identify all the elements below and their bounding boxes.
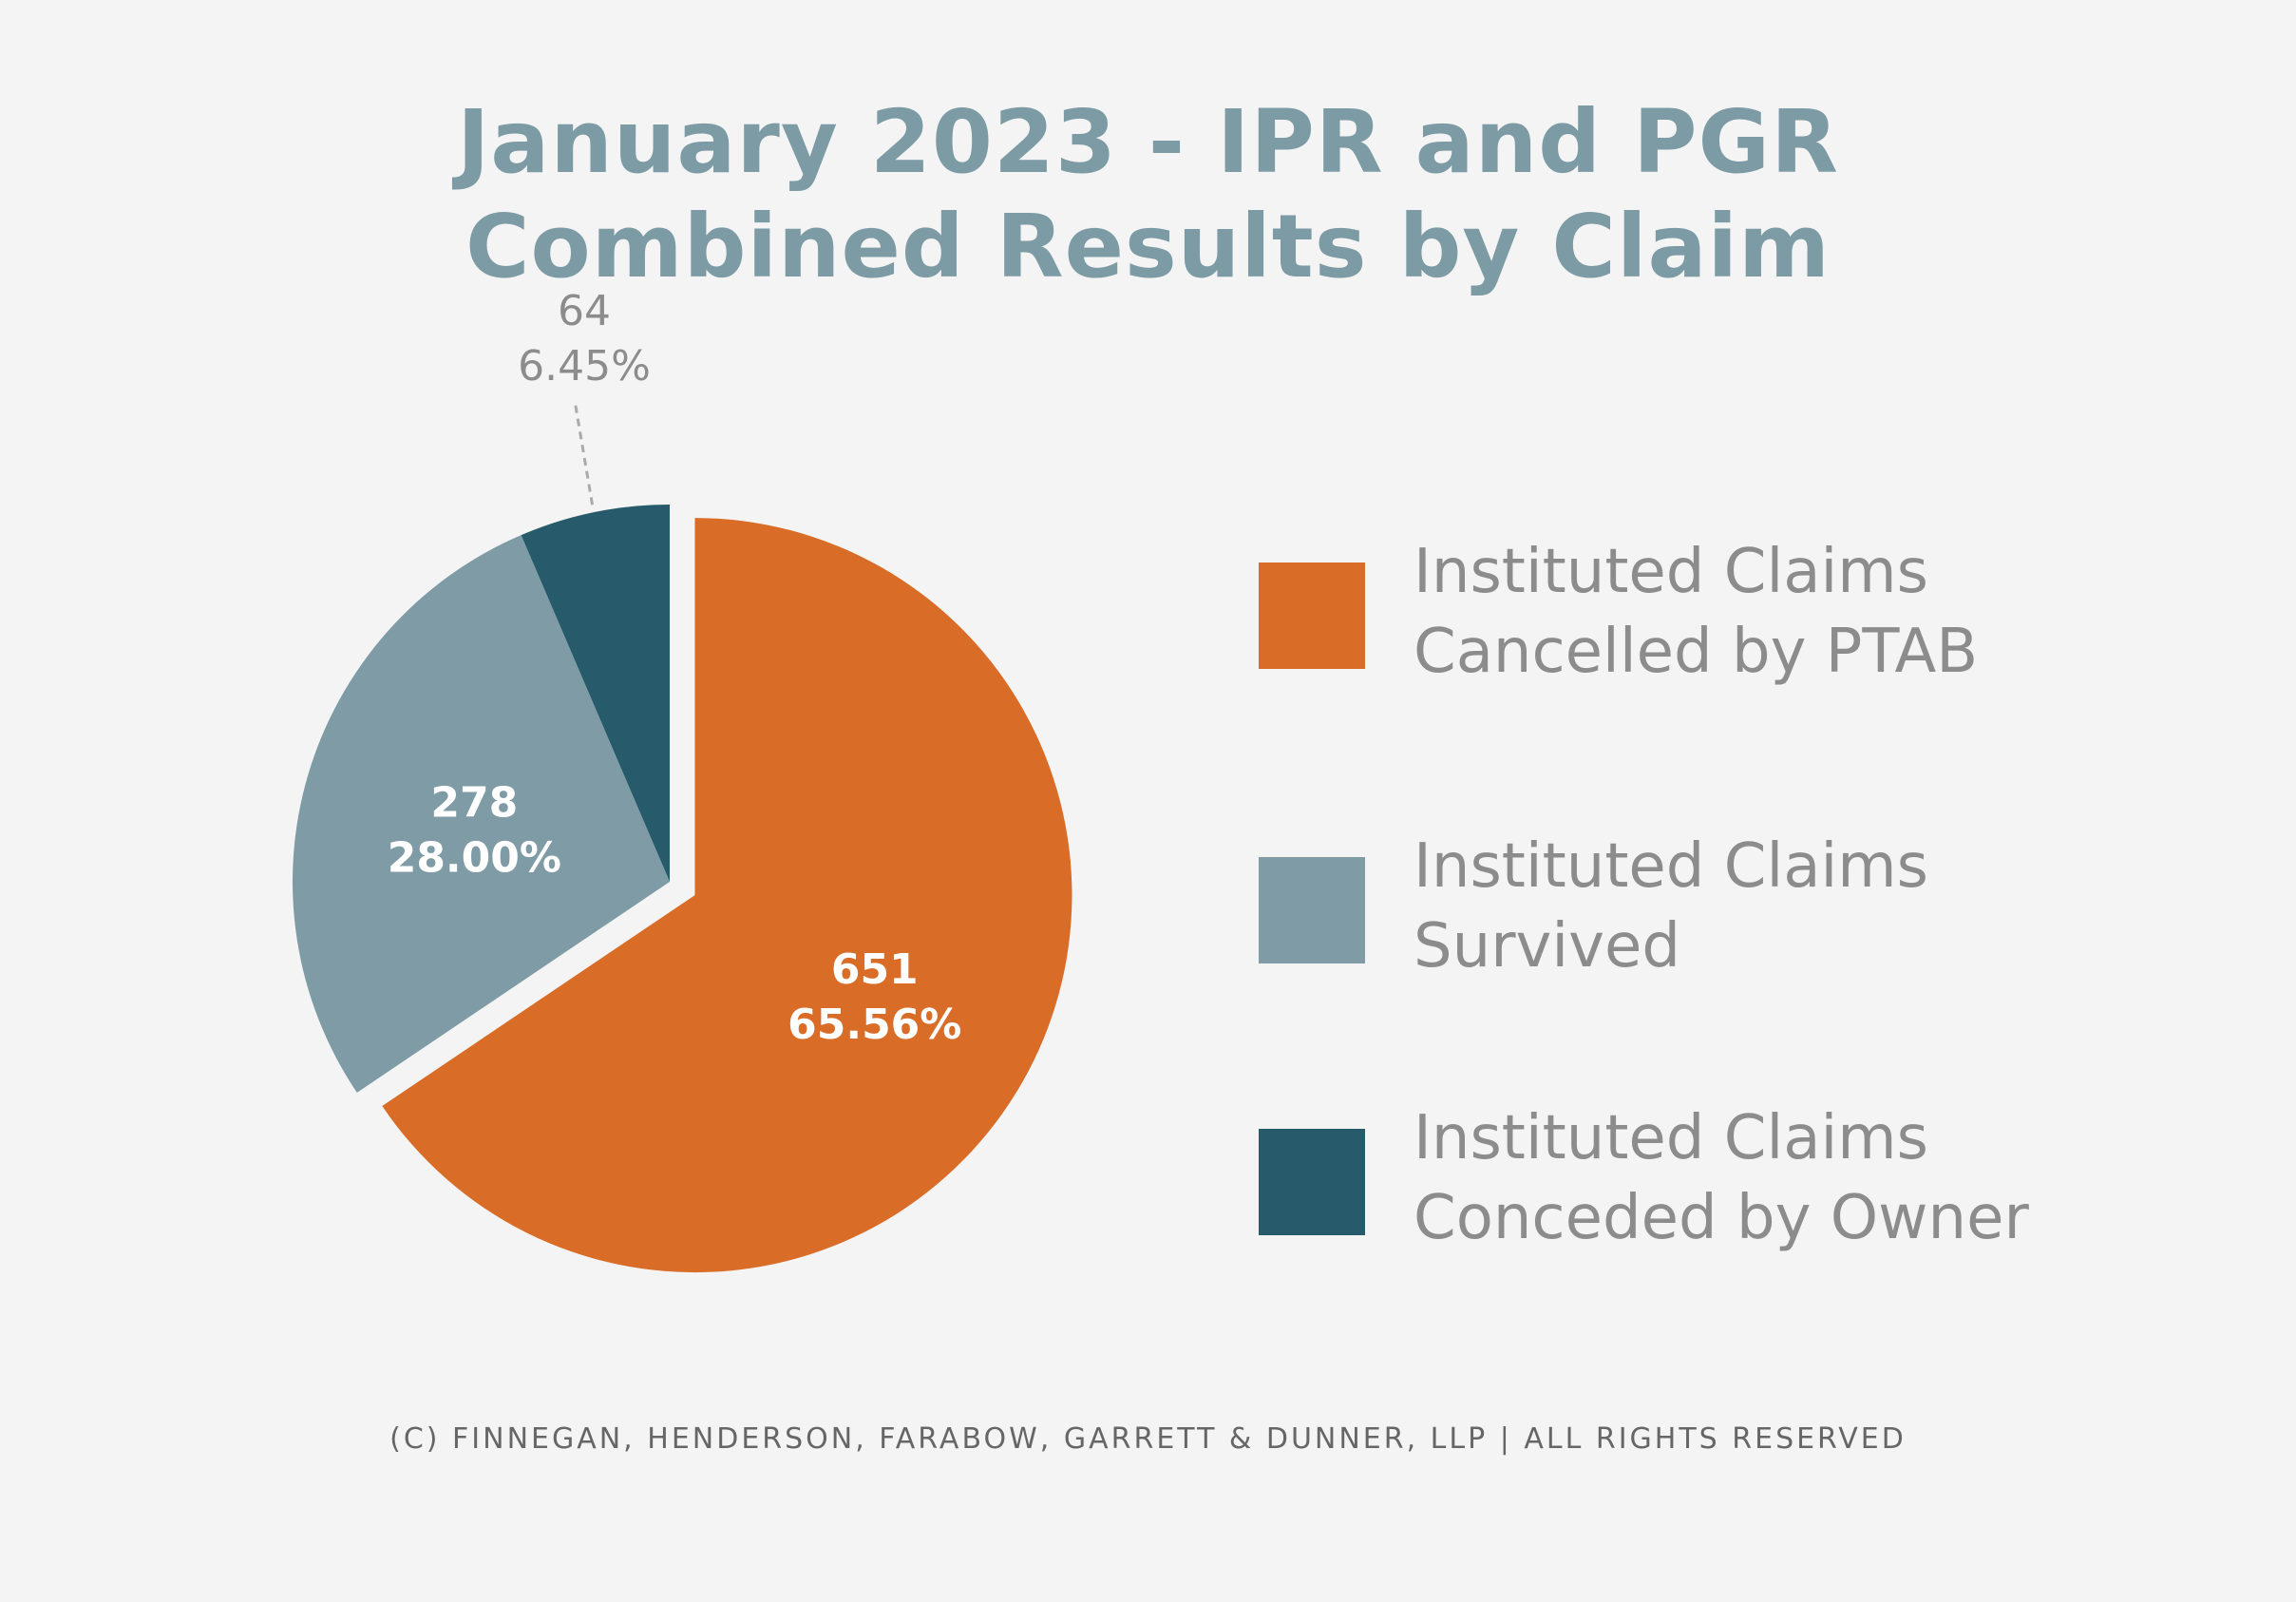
slice-percent-label-cancelled: 65.56%	[787, 1001, 961, 1049]
slice-value-label-survived: 278	[430, 778, 518, 827]
slice-value-label-cancelled: 651	[831, 945, 919, 994]
copyright-footer: (c) Finnegan, Henderson, Farabow, Garret…	[389, 1422, 1907, 1456]
pie-slice-survived	[293, 535, 670, 1093]
slice-percent-label-survived: 28.00%	[388, 833, 561, 882]
legend-swatch-survived	[1259, 857, 1365, 963]
legend-label-survived: Instituted Claims Survived	[1414, 831, 1928, 982]
legend-item-cancelled: Instituted Claims Cancelled by PTAB	[1259, 532, 2114, 722]
slice-percent-label-conceded: 6.45%	[518, 342, 651, 391]
legend-swatch-conceded	[1259, 1129, 1365, 1235]
legend-label-cancelled: Instituted Claims Cancelled by PTAB	[1414, 537, 1979, 687]
legend-swatch-cancelled	[1259, 563, 1365, 669]
pie-slice-cancelled	[382, 518, 1072, 1273]
legend-item-survived: Instituted Claims Survived	[1259, 827, 2114, 1017]
legend-label-conceded: Instituted Claims Conceded by Owner	[1414, 1103, 2029, 1253]
chart-title: January 2023 - IPR and PGR Combined Resu…	[0, 90, 2296, 299]
pie-slice-conceded	[521, 505, 670, 882]
slice-value-label-conceded: 64	[558, 287, 611, 335]
leader-line-conceded	[573, 400, 595, 505]
chart-title-line-1: January 2023 - IPR and PGR	[457, 91, 1839, 193]
chart-title-line-2: Combined Results by Claim	[465, 196, 1831, 297]
legend-item-conceded: Instituted Claims Conceded by Owner	[1259, 1098, 2114, 1288]
